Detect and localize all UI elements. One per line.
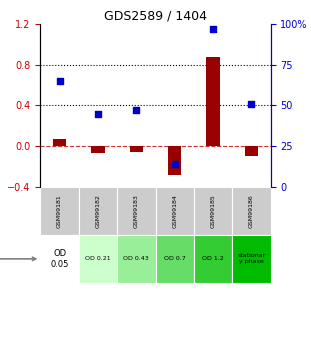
- FancyBboxPatch shape: [194, 187, 232, 235]
- Point: [134, 108, 139, 113]
- Text: GSM99185: GSM99185: [211, 194, 216, 228]
- Text: OD 1.2: OD 1.2: [202, 256, 224, 262]
- Text: OD 0.43: OD 0.43: [123, 256, 149, 262]
- Text: GSM99183: GSM99183: [134, 194, 139, 228]
- FancyBboxPatch shape: [40, 187, 79, 235]
- FancyBboxPatch shape: [194, 235, 232, 283]
- Text: OD 0.7: OD 0.7: [164, 256, 186, 262]
- Text: GSM99182: GSM99182: [95, 194, 100, 228]
- Text: GSM99181: GSM99181: [57, 194, 62, 228]
- Bar: [245, 146, 258, 156]
- FancyBboxPatch shape: [156, 187, 194, 235]
- Point: [249, 101, 254, 107]
- FancyBboxPatch shape: [117, 187, 156, 235]
- Text: GSM99186: GSM99186: [249, 194, 254, 228]
- Title: GDS2589 / 1404: GDS2589 / 1404: [104, 10, 207, 23]
- Text: GSM99184: GSM99184: [172, 194, 177, 228]
- FancyBboxPatch shape: [117, 235, 156, 283]
- Text: OD
0.05: OD 0.05: [50, 249, 69, 268]
- Bar: [53, 139, 66, 146]
- FancyBboxPatch shape: [79, 187, 117, 235]
- FancyBboxPatch shape: [79, 235, 117, 283]
- Text: stationar
y phase: stationar y phase: [237, 254, 266, 264]
- FancyBboxPatch shape: [40, 235, 79, 283]
- Point: [57, 78, 62, 84]
- Bar: [91, 146, 105, 153]
- Point: [211, 26, 216, 32]
- Text: OD 0.21: OD 0.21: [85, 256, 111, 262]
- Text: age: age: [0, 254, 36, 263]
- Bar: [168, 146, 181, 175]
- FancyBboxPatch shape: [232, 235, 271, 283]
- Point: [95, 111, 100, 116]
- Point: [172, 161, 177, 167]
- Bar: [206, 57, 220, 146]
- FancyBboxPatch shape: [232, 187, 271, 235]
- FancyBboxPatch shape: [156, 235, 194, 283]
- Bar: [130, 146, 143, 152]
